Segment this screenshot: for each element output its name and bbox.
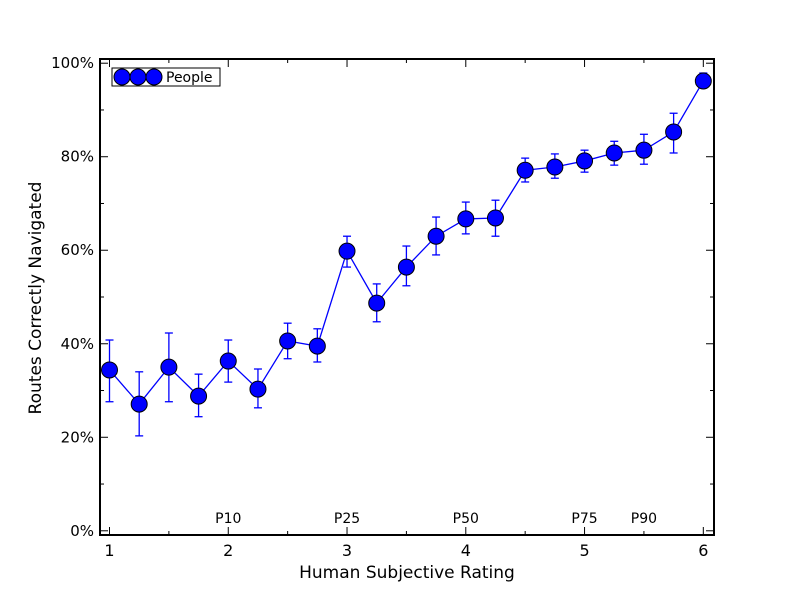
y-tick-label: 20% bbox=[61, 428, 94, 446]
y-axis-label: Routes Correctly Navigated bbox=[26, 182, 46, 415]
data-point bbox=[219, 352, 237, 370]
data-point bbox=[427, 227, 445, 245]
y-tick-label: 60% bbox=[61, 241, 94, 259]
percentile-annotation: P50 bbox=[453, 511, 479, 527]
x-tick-label: 3 bbox=[342, 541, 352, 560]
data-point bbox=[368, 294, 386, 312]
data-point bbox=[397, 258, 415, 276]
x-tick-label: 2 bbox=[223, 541, 233, 560]
data-point bbox=[486, 209, 504, 227]
percentile-annotation: P90 bbox=[631, 511, 657, 527]
y-tick-label: 80% bbox=[61, 148, 94, 166]
data-point bbox=[190, 387, 208, 405]
percentile-annotation: P75 bbox=[571, 511, 597, 527]
data-point bbox=[546, 158, 564, 176]
data-point bbox=[665, 123, 683, 141]
legend: People bbox=[111, 67, 221, 87]
data-point bbox=[101, 361, 119, 379]
legend-marker bbox=[145, 68, 163, 86]
data-point bbox=[694, 72, 712, 90]
legend-marker bbox=[129, 68, 147, 86]
plot-frame bbox=[99, 58, 715, 536]
x-tick-label: 5 bbox=[579, 541, 589, 560]
y-tick-label: 100% bbox=[51, 54, 94, 72]
data-point bbox=[516, 161, 534, 179]
percentile-annotation: P10 bbox=[215, 511, 241, 527]
data-point bbox=[457, 210, 475, 228]
legend-marker bbox=[113, 68, 131, 86]
data-point bbox=[635, 141, 653, 159]
data-point bbox=[576, 152, 594, 170]
data-point bbox=[338, 242, 356, 260]
data-point bbox=[249, 380, 267, 398]
y-tick-label: 40% bbox=[61, 335, 94, 353]
series-line bbox=[109, 80, 704, 406]
x-tick-label: 4 bbox=[461, 541, 471, 560]
legend-label: People bbox=[166, 70, 213, 86]
data-point bbox=[308, 337, 326, 355]
data-point bbox=[605, 144, 623, 162]
data-point bbox=[130, 395, 148, 413]
percentile-annotation: P25 bbox=[334, 511, 360, 527]
data-point bbox=[279, 332, 297, 350]
x-axis-label: Human Subjective Rating bbox=[299, 563, 515, 583]
data-point bbox=[160, 358, 178, 376]
x-tick-label: 6 bbox=[698, 541, 708, 560]
y-tick-label: 0% bbox=[70, 522, 94, 540]
plot-marks: 1 2 3 4 5 60%20%40%60%80%100%P10 P25 P50 P75 P90P… bbox=[51, 54, 715, 560]
x-tick-label: 1 bbox=[104, 541, 114, 560]
